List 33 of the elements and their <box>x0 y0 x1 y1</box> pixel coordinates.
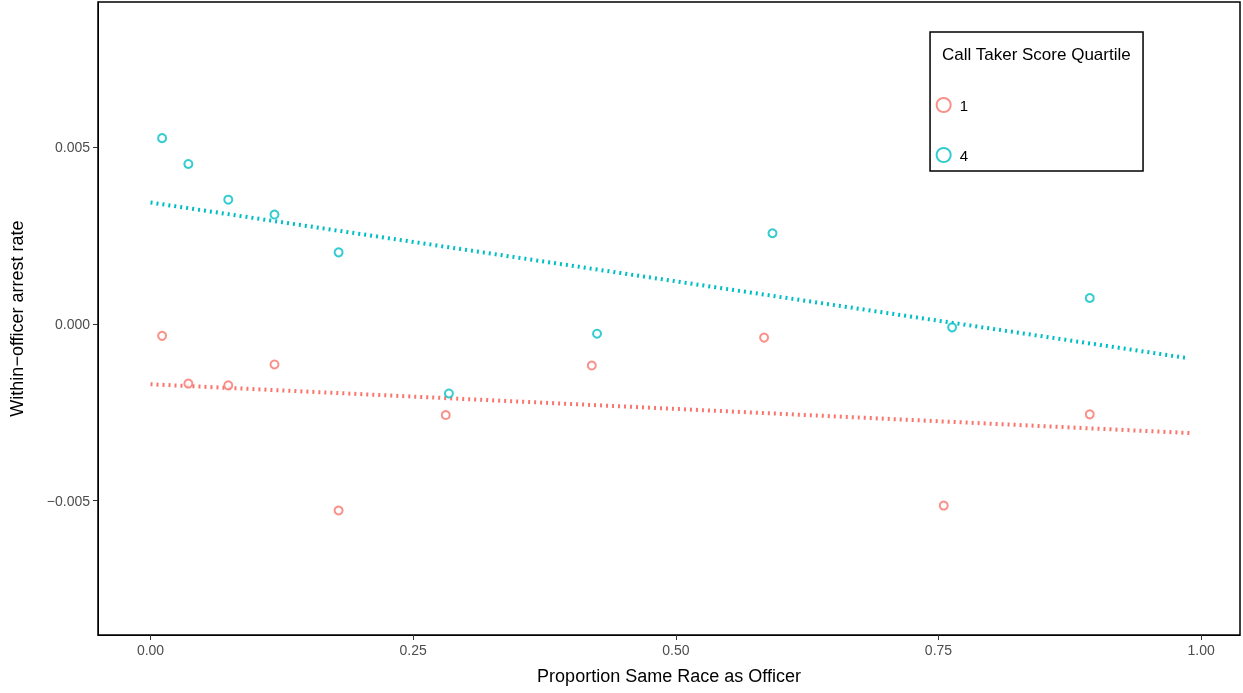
legend-label: 1 <box>959 96 968 114</box>
point <box>443 388 454 399</box>
point <box>183 378 194 389</box>
x-axis-title: Proportion Same Race as Officer <box>537 666 801 686</box>
y-tick-label: 0.005 <box>54 138 91 155</box>
x-tick-label: 0.00 <box>136 642 165 658</box>
point <box>183 158 194 169</box>
point <box>269 359 280 370</box>
y-tick-label: −0.005 <box>46 492 91 509</box>
y-tick-label: 0.000 <box>54 315 91 332</box>
point <box>157 330 168 341</box>
point <box>157 133 168 144</box>
point <box>592 328 603 339</box>
point <box>947 322 958 333</box>
y-axis-title: Within−officer arrest rate <box>7 220 27 417</box>
point <box>333 247 344 258</box>
legend-label: 4 <box>959 146 968 164</box>
point <box>440 410 451 421</box>
x-tick-label: 1.00 <box>1187 642 1215 658</box>
point <box>586 360 597 371</box>
point <box>223 380 234 391</box>
point <box>269 209 280 220</box>
point <box>223 194 234 205</box>
point <box>938 500 949 511</box>
point <box>1084 409 1095 420</box>
point <box>759 332 770 343</box>
x-tick-label: 0.75 <box>924 642 953 658</box>
point <box>333 505 344 516</box>
point <box>767 228 778 239</box>
x-tick-label: 0.25 <box>399 642 428 658</box>
legend-title: Call Taker Score Quartile <box>942 45 1131 64</box>
point <box>1084 292 1095 303</box>
x-tick-label: 0.50 <box>662 642 690 658</box>
